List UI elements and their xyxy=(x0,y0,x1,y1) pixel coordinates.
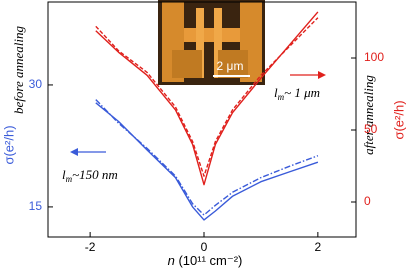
arrow xyxy=(70,71,326,156)
y2-tick-label: 100 xyxy=(364,50,384,64)
scale-label: 2 μm xyxy=(217,59,244,73)
x-tick-label: 2 xyxy=(315,240,322,254)
inset-image xyxy=(158,0,265,85)
x-tick-label: -2 xyxy=(85,240,96,254)
series-line xyxy=(95,11,319,186)
y2-tick-label: 50 xyxy=(364,122,378,136)
y2-tick-label: 0 xyxy=(364,194,371,208)
annotation: lm~ 1 μm xyxy=(274,85,320,102)
y-tick-label: 15 xyxy=(29,199,43,213)
x-tick-label: 0 xyxy=(201,240,208,254)
y2-axis-label: σ(e²/h) xyxy=(391,100,406,139)
y-tick-label: 30 xyxy=(29,77,43,91)
y-axis-label: σ(e²/h) xyxy=(1,125,16,164)
series-line xyxy=(95,17,319,177)
annotation: lm~150 nm xyxy=(62,167,118,184)
x-axis-label: n (10¹¹ cm⁻²) xyxy=(168,253,243,268)
plot-frame xyxy=(47,1,357,238)
annotation: after annealing xyxy=(361,75,376,155)
series-line xyxy=(95,99,319,216)
annotation: before annealing xyxy=(11,26,26,114)
series-line xyxy=(95,102,319,221)
